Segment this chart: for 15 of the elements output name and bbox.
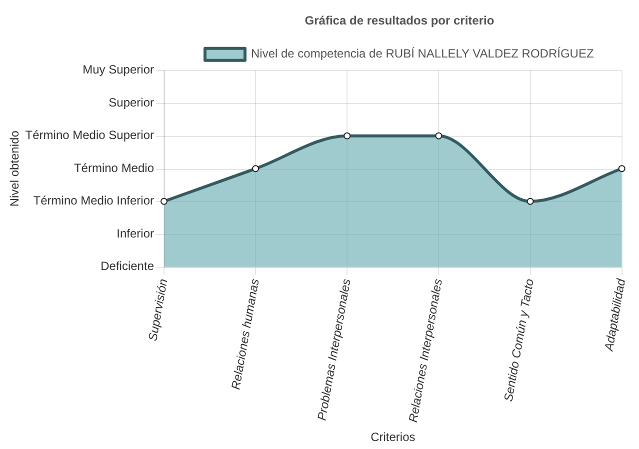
text: Muy Superior [82, 62, 154, 77]
text: Término Medio Superior [25, 128, 154, 142]
x-axis-title: Criterios [370, 430, 416, 444]
x-tick-label: Adaptabilidad [601, 278, 628, 353]
x-tick-label: Supervisión [146, 277, 170, 342]
text: Superior [108, 95, 154, 110]
x-tick-label: Relaciones humanas [228, 278, 262, 391]
text: Inferior [116, 226, 154, 240]
x-tick-label: Sentido Común y Tacto [501, 277, 537, 403]
text: Nivel obtenido [8, 130, 22, 207]
text: Término Medio Inferior [33, 194, 154, 208]
chart-title: Gráfica de resultados por criterio [304, 14, 494, 28]
text: Término Medio [74, 160, 154, 175]
legend-label: Nivel de competencia de RUBÍ NALLELY VALDEZ RODRÍGUEZ [250, 46, 594, 61]
text: Deficiente [100, 259, 154, 274]
